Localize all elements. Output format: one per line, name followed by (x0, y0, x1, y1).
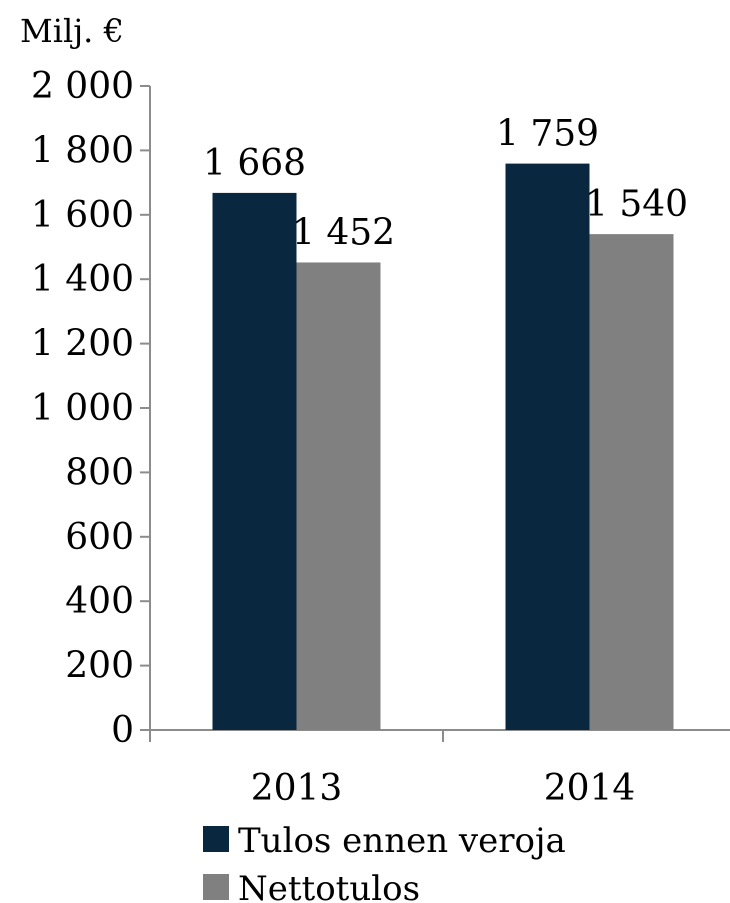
data-label: 1 668 (203, 143, 306, 184)
x-category-label: 2013 (251, 768, 343, 809)
legend-label: Tulos ennen veroja (238, 821, 566, 861)
y-tick-label: 1 200 (31, 324, 134, 365)
y-tick-label: 2 000 (31, 66, 134, 107)
bar (212, 192, 297, 731)
bar (296, 262, 381, 730)
y-axis-unit-label: Milj. € (20, 12, 124, 50)
bar (589, 234, 674, 730)
x-category-label: 2014 (544, 768, 636, 809)
y-tick-label: 200 (65, 646, 134, 687)
y-tick-label: 1 000 (31, 388, 134, 429)
y-tick-label: 0 (111, 710, 134, 751)
y-tick-label: 1 600 (31, 195, 134, 236)
legend: Tulos ennen veroja Nettotulos (203, 821, 566, 903)
legend-swatch (203, 826, 229, 852)
data-labels: 1 668 1 452 1 759 1 540 (203, 114, 688, 254)
data-label: 1 759 (496, 114, 599, 155)
y-tick-label: 400 (65, 581, 134, 622)
data-label: 1 452 (292, 212, 395, 253)
data-label: 1 540 (585, 184, 688, 225)
legend-swatch (203, 874, 229, 900)
y-tick-label: 800 (65, 452, 134, 493)
legend-label: Nettotulos (238, 869, 420, 903)
axes: 0 200 400 600 800 1 000 1 200 1 400 1 600 1 800 2 … (31, 66, 730, 809)
y-tick-label: 600 (65, 517, 134, 558)
bars (212, 163, 674, 731)
y-tick-label: 1 800 (31, 130, 134, 171)
y-tick-label: 1 400 (31, 259, 134, 300)
bar (505, 163, 590, 731)
